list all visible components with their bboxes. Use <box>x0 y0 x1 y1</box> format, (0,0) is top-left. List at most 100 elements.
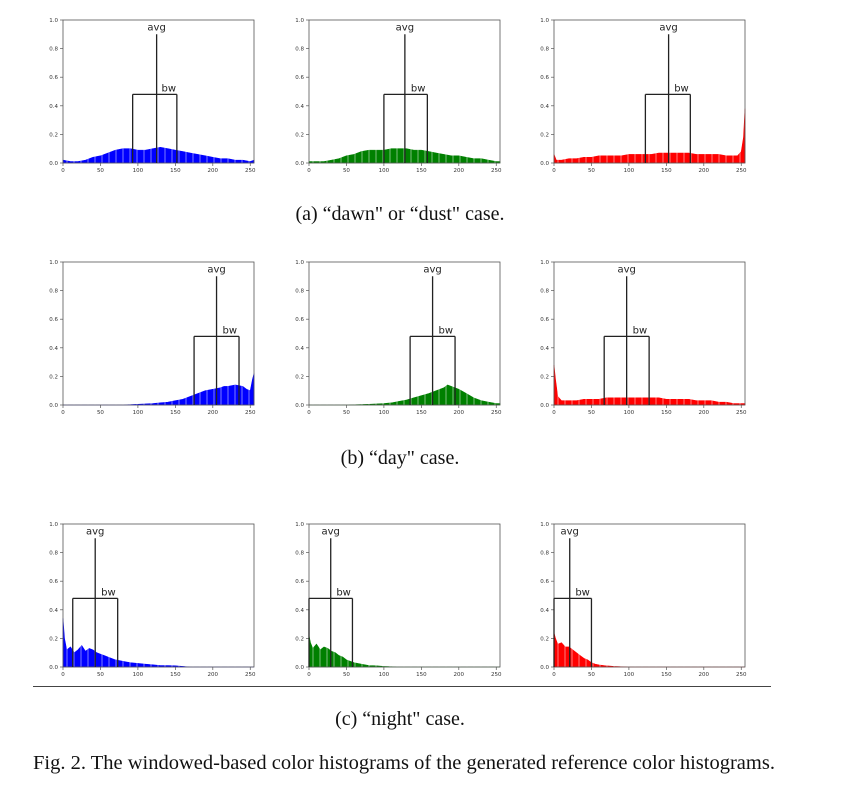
y-tick-label: 0.2 <box>295 374 304 380</box>
y-tick-label: 0.0 <box>540 403 549 409</box>
x-tick-label: 250 <box>245 410 256 416</box>
x-tick-label: 150 <box>416 672 427 678</box>
histogram-panel-c-green: 0.0 0.2 0.4 0.6 0.8 1.0 0 50 100 150 200 250 avg bw <box>295 522 502 678</box>
y-tick-label: 1.0 <box>540 522 549 528</box>
y-tick-label: 0.2 <box>295 132 304 138</box>
x-tick-label: 50 <box>97 168 104 174</box>
y-tick-label: 0.6 <box>49 579 58 585</box>
histogram-panel-c-blue: 0.0 0.2 0.4 0.6 0.8 1.0 0 50 100 150 200 250 avg bw <box>49 522 256 678</box>
x-tick-label: 0 <box>61 168 65 174</box>
y-tick-label: 0.8 <box>295 47 304 53</box>
x-tick-label: 200 <box>454 168 465 174</box>
x-tick-label: 50 <box>588 410 595 416</box>
bw-label: bw <box>633 325 648 336</box>
bw-label: bw <box>674 83 689 94</box>
x-tick-label: 150 <box>170 168 181 174</box>
y-tick-label: 0.8 <box>540 289 549 295</box>
x-tick-label: 0 <box>552 410 556 416</box>
y-tick-label: 0.2 <box>540 132 549 138</box>
bw-label: bw <box>411 83 426 94</box>
y-tick-label: 0.4 <box>540 346 549 352</box>
histogram-panel-c-red: 0.0 0.2 0.4 0.6 0.8 1.0 0 50 100 150 200 250 avg bw <box>540 522 747 678</box>
avg-label: avg <box>396 22 414 33</box>
y-tick-label: 0.8 <box>540 47 549 53</box>
x-tick-label: 150 <box>170 672 181 678</box>
x-tick-label: 200 <box>208 168 219 174</box>
axes-frame <box>308 523 501 668</box>
y-tick-label: 0.6 <box>295 579 304 585</box>
y-tick-label: 0.0 <box>295 403 304 409</box>
x-tick-label: 150 <box>416 410 427 416</box>
y-tick-label: 1.0 <box>49 522 58 528</box>
histogram-panel-b-green: 0.0 0.2 0.4 0.6 0.8 1.0 0 50 100 150 200 250 avg bw <box>295 260 502 416</box>
x-tick-label: 200 <box>699 410 710 416</box>
bw-label: bw <box>161 83 176 94</box>
y-tick-label: 0.0 <box>295 161 304 167</box>
x-tick-label: 0 <box>61 410 65 416</box>
subcaption-b: (b) “day" case. <box>340 447 460 469</box>
figure-divider <box>33 686 771 687</box>
y-tick-label: 1.0 <box>49 18 58 24</box>
avg-label: avg <box>322 526 340 537</box>
y-tick-label: 1.0 <box>295 260 304 266</box>
bw-label: bw <box>223 325 238 336</box>
x-tick-label: 250 <box>491 410 502 416</box>
x-tick-label: 250 <box>491 672 502 678</box>
axes-frame <box>62 523 255 668</box>
y-tick-label: 0.8 <box>540 551 549 557</box>
x-tick-label: 200 <box>699 672 710 678</box>
axes-frame <box>553 19 746 164</box>
y-tick-label: 0.6 <box>540 75 549 81</box>
x-tick-label: 0 <box>552 168 556 174</box>
axes-frame <box>308 261 501 406</box>
subcaption-a: (a) “dawn" or “dust" case. <box>295 203 505 225</box>
x-tick-label: 50 <box>343 410 350 416</box>
avg-label: avg <box>147 22 165 33</box>
x-tick-label: 150 <box>416 168 427 174</box>
x-tick-label: 200 <box>699 168 710 174</box>
avg-label: avg <box>423 264 441 275</box>
histogram-area <box>553 364 746 406</box>
figure-caption: Fig. 2. The windowed-based color histogr… <box>33 752 775 774</box>
histogram-area <box>553 108 746 164</box>
x-tick-label: 150 <box>661 672 672 678</box>
avg-label: avg <box>659 22 677 33</box>
x-tick-label: 100 <box>624 168 635 174</box>
y-tick-label: 0.0 <box>295 665 304 671</box>
y-tick-label: 0.2 <box>49 132 58 138</box>
y-tick-label: 1.0 <box>540 18 549 24</box>
axes-frame <box>553 523 746 668</box>
x-tick-label: 0 <box>307 168 311 174</box>
x-tick-label: 50 <box>97 410 104 416</box>
x-tick-label: 100 <box>133 672 144 678</box>
x-tick-label: 200 <box>208 410 219 416</box>
x-tick-label: 0 <box>307 672 311 678</box>
y-tick-label: 0.0 <box>49 665 58 671</box>
y-tick-label: 0.2 <box>295 636 304 642</box>
y-tick-label: 0.4 <box>295 104 304 110</box>
y-tick-label: 0.0 <box>49 403 58 409</box>
y-tick-label: 0.2 <box>540 374 549 380</box>
histogram-area <box>309 384 501 406</box>
x-tick-label: 0 <box>552 672 556 678</box>
x-tick-label: 50 <box>343 168 350 174</box>
histogram-panel-b-blue: 0.0 0.2 0.4 0.6 0.8 1.0 0 50 100 150 200 250 avg bw <box>49 260 256 416</box>
x-tick-label: 250 <box>736 672 747 678</box>
y-tick-label: 1.0 <box>295 18 304 24</box>
x-tick-label: 150 <box>661 168 672 174</box>
x-tick-label: 250 <box>245 672 256 678</box>
histogram-panel-b-red: 0.0 0.2 0.4 0.6 0.8 1.0 0 50 100 150 200 250 avg bw <box>540 260 747 416</box>
x-tick-label: 100 <box>624 672 635 678</box>
x-tick-label: 0 <box>307 410 311 416</box>
y-tick-label: 0.4 <box>49 346 58 352</box>
y-tick-label: 0.4 <box>295 608 304 614</box>
y-tick-label: 0.8 <box>295 289 304 295</box>
x-tick-label: 50 <box>588 672 595 678</box>
avg-label: avg <box>86 526 104 537</box>
x-tick-label: 100 <box>133 410 144 416</box>
histogram-area <box>63 373 255 406</box>
subcaption-c: (c) “night" case. <box>335 708 465 730</box>
y-tick-label: 0.4 <box>295 346 304 352</box>
x-tick-label: 50 <box>97 672 104 678</box>
